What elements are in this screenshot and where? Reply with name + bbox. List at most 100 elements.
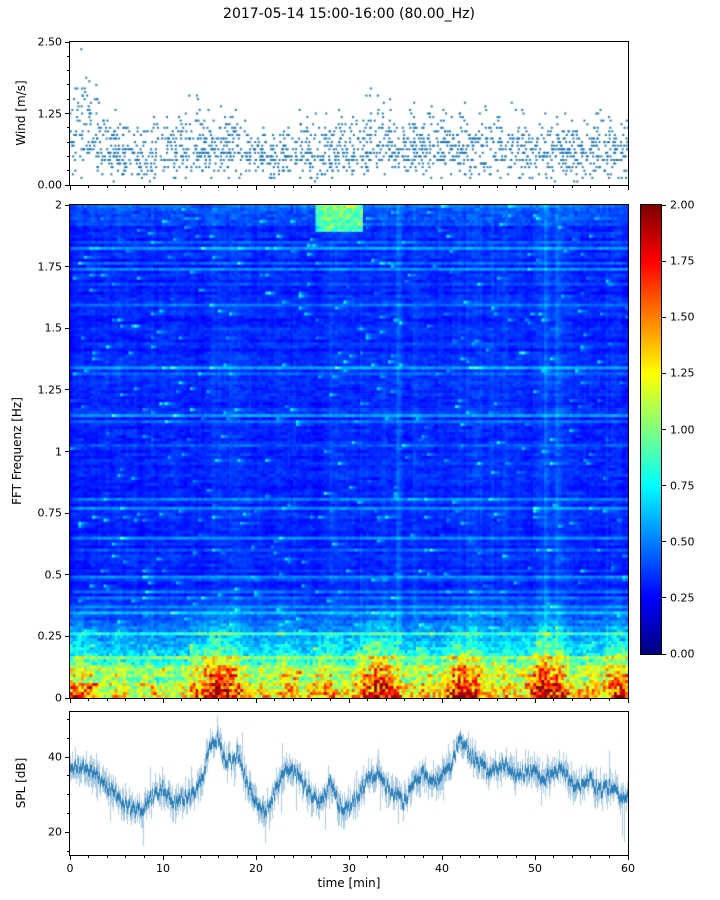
spectrogram-canvas [70,205,628,698]
tick-mark [311,186,313,188]
tick-mark [571,699,573,701]
tick-mark [236,856,238,858]
tick-mark [67,55,69,57]
tick-mark [627,186,629,190]
tick-mark [125,856,127,858]
tick-mark [65,512,69,514]
tick-mark [65,451,69,452]
spectrogram-ytick-label: 1.75 [37,260,63,274]
chart-title: 2017-05-14 15:00-16:00 (80.00_Hz) [223,6,475,22]
tick-mark [608,856,610,858]
spl-ytick-label: 20 [48,825,62,839]
tick-mark [608,186,610,188]
tick-mark [65,204,69,206]
tick-mark [67,850,69,852]
tick-mark [534,856,536,860]
tick-mark [292,856,294,858]
tick-mark [255,699,257,703]
tick-mark [162,699,164,703]
tick-mark [65,697,69,699]
x-tick-label: 40 [435,862,449,875]
x-axis-label: time [min] [317,876,381,890]
tick-mark [67,127,69,129]
tick-mark [65,113,69,114]
tick-mark [553,856,555,858]
tick-mark [441,856,443,860]
tick-mark [69,699,71,703]
tick-mark [236,186,238,188]
tick-mark [367,186,369,188]
tick-mark [67,719,69,721]
tick-mark [311,699,313,701]
tick-mark [662,653,666,655]
tick-mark [515,186,517,188]
tick-mark [65,756,69,758]
tick-mark [199,856,201,858]
tick-mark [662,485,666,487]
tick-mark [497,699,499,701]
tick-mark [69,856,71,860]
tick-mark [274,699,276,701]
tick-mark [67,155,69,157]
spectrogram-ytick-label: 0.25 [37,629,63,643]
colorbar-tick-label: 1.25 [670,366,695,380]
spl-ytick-label: 40 [48,750,62,764]
spectrogram-ytick-label: 1.5 [44,321,63,335]
tick-mark [181,699,183,701]
wind-ytick-label: 0.00 [37,178,63,192]
x-tick-label: 60 [621,862,635,875]
spectrogram-ytick-label: 1.25 [37,383,63,397]
tick-mark [441,186,443,190]
tick-mark [255,186,257,190]
tick-mark [274,856,276,858]
colorbar-canvas [641,205,661,654]
tick-mark [143,186,145,188]
tick-mark [69,186,71,190]
spectrogram-ytick-label: 1 [55,445,62,458]
colorbar-tick-label: 1.50 [670,310,695,324]
tick-mark [67,737,69,739]
tick-mark [590,856,592,858]
colorbar-tick-label: 0.50 [670,535,695,549]
tick-mark [292,699,294,701]
tick-mark [329,856,331,858]
tick-mark [478,699,480,701]
colorbar-tick-label: 1.00 [670,423,695,436]
tick-mark [199,699,201,701]
tick-mark [460,856,462,858]
colorbar-tick-label: 2.00 [670,198,695,212]
tick-mark [67,775,69,777]
tick-mark [67,70,69,72]
tick-mark [218,856,220,858]
tick-mark [65,41,69,43]
tick-mark [67,84,69,86]
tick-mark [125,186,127,188]
tick-mark [662,429,666,430]
tick-mark [143,856,145,858]
x-tick-label: 50 [528,862,542,875]
tick-mark [590,186,592,188]
tick-mark [67,794,69,796]
tick-mark [404,186,406,188]
tick-mark [553,699,555,701]
tick-mark [422,186,424,188]
colorbar-tick-label: 0.25 [670,591,695,605]
tick-mark [460,186,462,188]
tick-mark [67,170,69,172]
tick-mark [218,699,220,701]
tick-mark [608,699,610,701]
tick-mark [662,316,666,318]
tick-mark [65,266,69,268]
tick-mark [143,699,145,701]
tick-mark [497,186,499,188]
tick-mark [67,141,69,143]
tick-mark [385,699,387,701]
tick-mark [67,813,69,815]
colorbar-tick-label: 0.00 [670,647,695,661]
tick-mark [662,204,666,206]
tick-mark [627,856,629,860]
x-tick-label: 20 [249,862,263,875]
tick-mark [422,699,424,701]
tick-mark [497,856,499,858]
